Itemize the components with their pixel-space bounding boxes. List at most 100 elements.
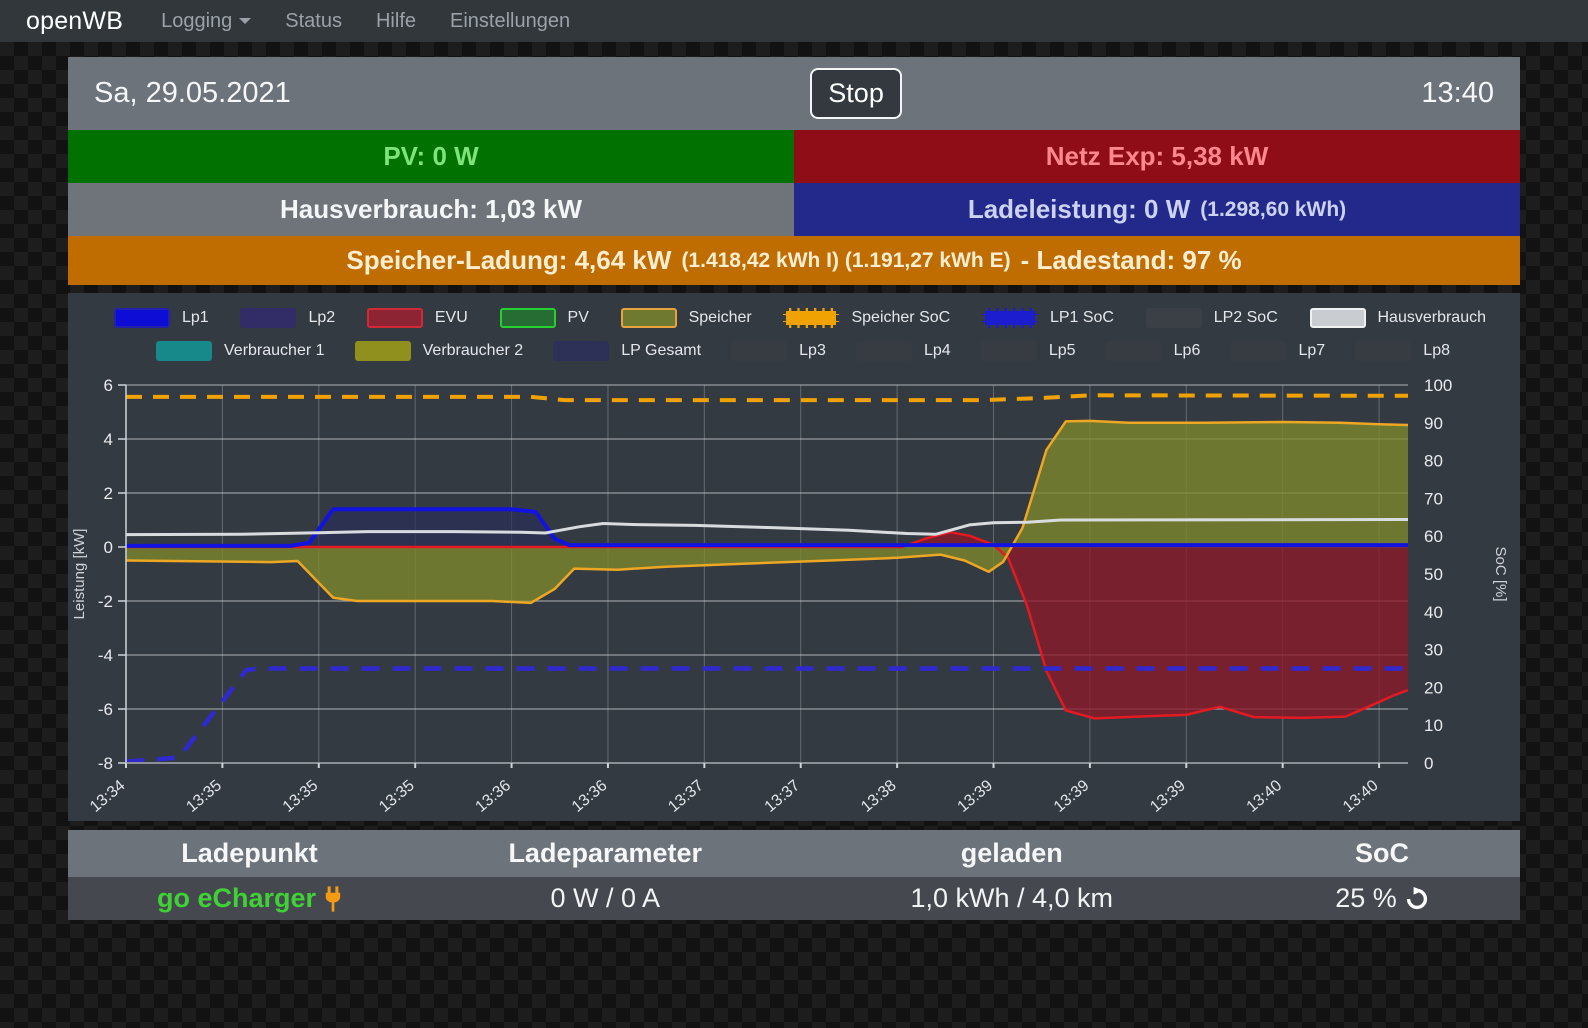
x-tick-label: 13:37 [762,777,804,816]
legend-item-lp1[interactable]: Lp1 [114,308,209,328]
legend-label: Lp7 [1298,342,1325,360]
nav-item-logging[interactable]: Logging [161,10,251,33]
legend-label: Speicher [689,309,752,327]
legend-item-lp8[interactable]: Lp8 [1355,341,1450,361]
nav-item-status[interactable]: Status [285,10,342,33]
legend-item-speicher-soc[interactable]: Speicher SoC [783,308,950,328]
x-tick-label: 13:34 [87,777,129,816]
legend-item-speicher[interactable]: Speicher [621,308,752,328]
nav-item-label: Hilfe [376,10,416,33]
x-tick-label: 13:39 [1147,777,1189,816]
legend-swatch-lp4 [856,341,912,361]
nav-item-hilfe[interactable]: Hilfe [376,10,416,33]
legend-swatch-pv [500,308,556,328]
legend-item-lp4[interactable]: Lp4 [856,341,951,361]
status-bar: Sa, 29.05.2021 Stop 13:40 [68,57,1520,130]
ladeleistung-tile: Ladeleistung: 0 W (1.298,60 kWh) [794,183,1520,236]
x-tick-label: 13:35 [183,777,225,816]
stop-button[interactable]: Stop [810,68,902,119]
x-tick-label: 13:35 [376,777,418,816]
legend-item-pv[interactable]: PV [500,308,589,328]
legend-swatch-lp-gesamt [553,341,609,361]
header-ladepunkt: Ladepunkt [68,838,431,869]
legend-label: Lp1 [182,309,209,327]
chargepoint-table: Ladepunkt Ladeparameter geladen SoC go e… [68,830,1520,920]
y2-tick-label: 10 [1424,716,1443,735]
x-tick-label: 13:36 [569,777,611,816]
legend-swatch-lp8 [1355,341,1411,361]
header-ladeparameter: Ladeparameter [431,838,779,869]
legend-item-lp3[interactable]: Lp3 [731,341,826,361]
legend-label: Lp5 [1049,342,1076,360]
header-geladen: geladen [779,838,1244,869]
y-tick-label: 4 [104,430,113,449]
legend-item-evu[interactable]: EVU [367,308,468,328]
nav-item-label: Logging [161,10,232,33]
legend-swatch-speicher [621,308,677,328]
legend-item-hausverbrauch[interactable]: Hausverbrauch [1310,308,1487,328]
speicher-tile: Speicher-Ladung: 4,64 kW (1.418,42 kWh I… [68,236,1520,285]
legend-label: Verbraucher 2 [423,342,524,360]
legend-label: EVU [435,309,468,327]
y-axis-title: Leistung [kW] [71,529,88,620]
y2-tick-label: 30 [1424,641,1443,660]
y2-tick-label: 70 [1424,489,1443,508]
refresh-soc-icon[interactable] [1405,887,1429,911]
legend-row-2: Verbraucher 1 Verbraucher 2 LP Gesamt Lp3 Lp… [68,338,1520,364]
app-brand[interactable]: openWB [26,7,123,36]
legend-item-lp-gesamt[interactable]: LP Gesamt [553,341,701,361]
y2-tick-label: 60 [1424,527,1443,546]
soc-value: 25 % [1335,883,1397,914]
hausverbrauch-tile: Hausverbrauch: 1,03 kW [68,183,794,236]
y-tick-label: -6 [98,700,113,719]
y2-tick-label: 40 [1424,603,1443,622]
legend-label: Verbraucher 1 [224,342,325,360]
legend-label: PV [568,309,589,327]
legend-swatch-lp2 [240,308,296,328]
legend-swatch-speicher-soc [783,308,839,328]
legend-item-lp5[interactable]: Lp5 [981,341,1076,361]
x-tick-label: 13:36 [473,777,515,816]
legend-label: LP1 SoC [1050,309,1114,327]
navbar: openWB Logging Status Hilfe Einstellunge… [0,0,1588,42]
speicher-ladestand: - Ladestand: 97 % [1021,245,1242,276]
legend-label: Lp6 [1174,342,1201,360]
legend-label: Hausverbrauch [1378,309,1487,327]
legend-item-lp7[interactable]: Lp7 [1230,341,1325,361]
soc-cell: 25 % [1244,883,1520,914]
netz-value: Netz Exp: 5,38 kW [1046,141,1269,172]
legend-swatch-lp6 [1106,341,1162,361]
chargepoint-name: go eCharger [157,883,316,914]
legend-swatch-lp3 [731,341,787,361]
legend-label: Speicher SoC [851,309,950,327]
legend-item-verbraucher-1[interactable]: Verbraucher 1 [156,341,325,361]
main-container: Sa, 29.05.2021 Stop 13:40 PV: 0 W Netz E… [68,57,1520,920]
chart-legend: Lp1 Lp2 EVU PV Speicher Speicher SoC LP1 SoC LP… [68,305,1520,364]
legend-item-lp1-soc[interactable]: LP1 SoC [982,308,1114,328]
legend-label: LP2 SoC [1214,309,1278,327]
ladepunkt-cell: go eCharger [68,883,431,914]
y2-axis-title: SoC [%] [1492,546,1509,601]
y-tick-label: 0 [104,538,113,557]
power-chart: 6420-2-4-6-8100908070605040302010013:341… [68,371,1520,829]
legend-swatch-lp5 [981,341,1037,361]
y-tick-label: 6 [104,376,113,395]
table-row: go eCharger 0 W / 0 A 1,0 kWh / 4,0 km 2… [68,877,1520,920]
pv-tile: PV: 0 W [68,130,794,183]
legend-item-lp2-soc[interactable]: LP2 SoC [1146,308,1278,328]
legend-item-lp6[interactable]: Lp6 [1106,341,1201,361]
chart-panel: Lp1 Lp2 EVU PV Speicher Speicher SoC LP1 SoC LP… [68,293,1520,821]
header-soc: SoC [1244,838,1520,869]
current-date: Sa, 29.05.2021 [94,77,291,110]
pv-value: PV: 0 W [383,141,478,172]
legend-label: Lp4 [924,342,951,360]
chevron-down-icon [239,18,251,24]
legend-item-lp2[interactable]: Lp2 [240,308,335,328]
y2-tick-label: 80 [1424,452,1443,471]
legend-item-verbraucher-2[interactable]: Verbraucher 2 [355,341,524,361]
legend-swatch-evu [367,308,423,328]
nav-item-einstellungen[interactable]: Einstellungen [450,10,570,33]
ladeleistung-value: Ladeleistung: 0 W [968,194,1190,225]
table-header-row: Ladepunkt Ladeparameter geladen SoC [68,830,1520,877]
legend-swatch-lp7 [1230,341,1286,361]
